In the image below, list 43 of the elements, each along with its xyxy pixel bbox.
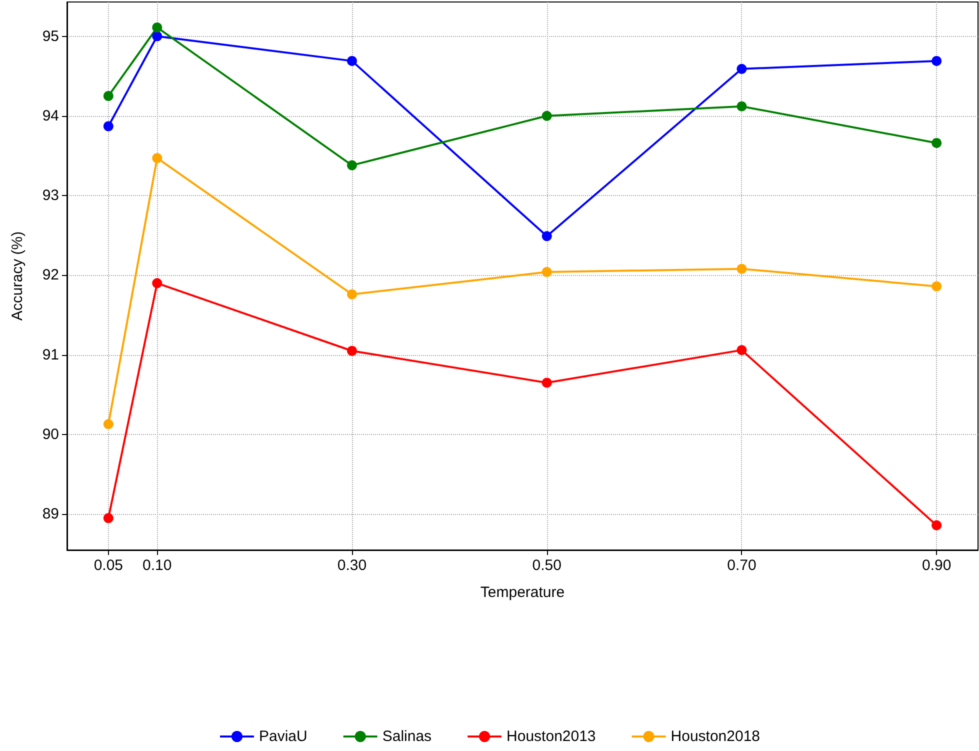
point [736,64,747,74]
y-tick-label: 93 [42,187,59,204]
point [347,289,357,300]
y-tick-label: 94 [42,107,59,124]
point [347,56,357,66]
y-tick-label: 92 [42,266,59,284]
x-tick-label: 0.70 [727,557,756,574]
point [103,419,114,430]
point [542,267,552,278]
point [736,264,747,274]
point [103,513,114,524]
point [932,281,942,292]
y-tick-label: 91 [42,346,59,364]
point [542,110,552,121]
point [152,153,162,164]
point [347,160,357,170]
point [542,231,552,242]
legend-label: Houston2018 [670,728,760,745]
legend-label: Houston2013 [506,728,596,745]
y-tick-label: 90 [42,426,59,444]
point [152,22,162,32]
point [152,31,162,42]
point [932,520,942,530]
x-tick-label: 0.05 [94,557,124,574]
point [152,278,162,288]
y-tick-label: 89 [42,506,59,523]
point [736,345,747,356]
point [542,378,552,388]
x-tick-label: 0.90 [922,557,952,574]
y-tick-label: 95 [42,28,59,45]
point [932,138,942,148]
legend-label: PaviaU [258,728,308,745]
x-axis-title: Temperature [480,584,565,601]
point [932,56,942,66]
point [103,90,114,101]
point [103,121,114,132]
x-tick-label: 0.50 [532,557,562,574]
x-tick-label: 0.30 [337,557,367,574]
y-axis-title: Accuracy (%) [9,231,26,321]
point [736,101,747,112]
x-tick-label: 0.10 [142,557,172,574]
point [347,346,357,356]
legend-label: Salinas [382,728,432,745]
